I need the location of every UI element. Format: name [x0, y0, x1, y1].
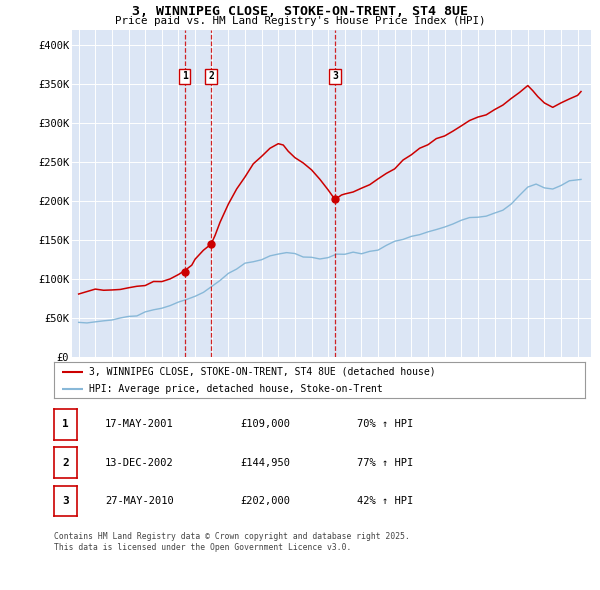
Text: Contains HM Land Registry data © Crown copyright and database right 2025.
This d: Contains HM Land Registry data © Crown c… [54, 532, 410, 552]
Text: 3: 3 [332, 71, 338, 81]
Text: 13-DEC-2002: 13-DEC-2002 [105, 458, 174, 467]
Text: HPI: Average price, detached house, Stoke-on-Trent: HPI: Average price, detached house, Stok… [89, 384, 382, 394]
Text: Price paid vs. HM Land Registry's House Price Index (HPI): Price paid vs. HM Land Registry's House … [115, 16, 485, 26]
Text: 3, WINNIPEG CLOSE, STOKE-ON-TRENT, ST4 8UE: 3, WINNIPEG CLOSE, STOKE-ON-TRENT, ST4 8… [132, 5, 468, 18]
Text: 1: 1 [182, 71, 188, 81]
Text: 70% ↑ HPI: 70% ↑ HPI [357, 419, 413, 429]
Text: 42% ↑ HPI: 42% ↑ HPI [357, 496, 413, 506]
Text: 3: 3 [62, 496, 69, 506]
Text: 77% ↑ HPI: 77% ↑ HPI [357, 458, 413, 467]
Text: 27-MAY-2010: 27-MAY-2010 [105, 496, 174, 506]
Text: £144,950: £144,950 [240, 458, 290, 467]
Text: £109,000: £109,000 [240, 419, 290, 429]
Text: 1: 1 [62, 419, 69, 429]
Text: 17-MAY-2001: 17-MAY-2001 [105, 419, 174, 429]
Text: 2: 2 [62, 458, 69, 467]
Text: 3, WINNIPEG CLOSE, STOKE-ON-TRENT, ST4 8UE (detached house): 3, WINNIPEG CLOSE, STOKE-ON-TRENT, ST4 8… [89, 367, 435, 377]
Text: £202,000: £202,000 [240, 496, 290, 506]
Text: 2: 2 [208, 71, 214, 81]
